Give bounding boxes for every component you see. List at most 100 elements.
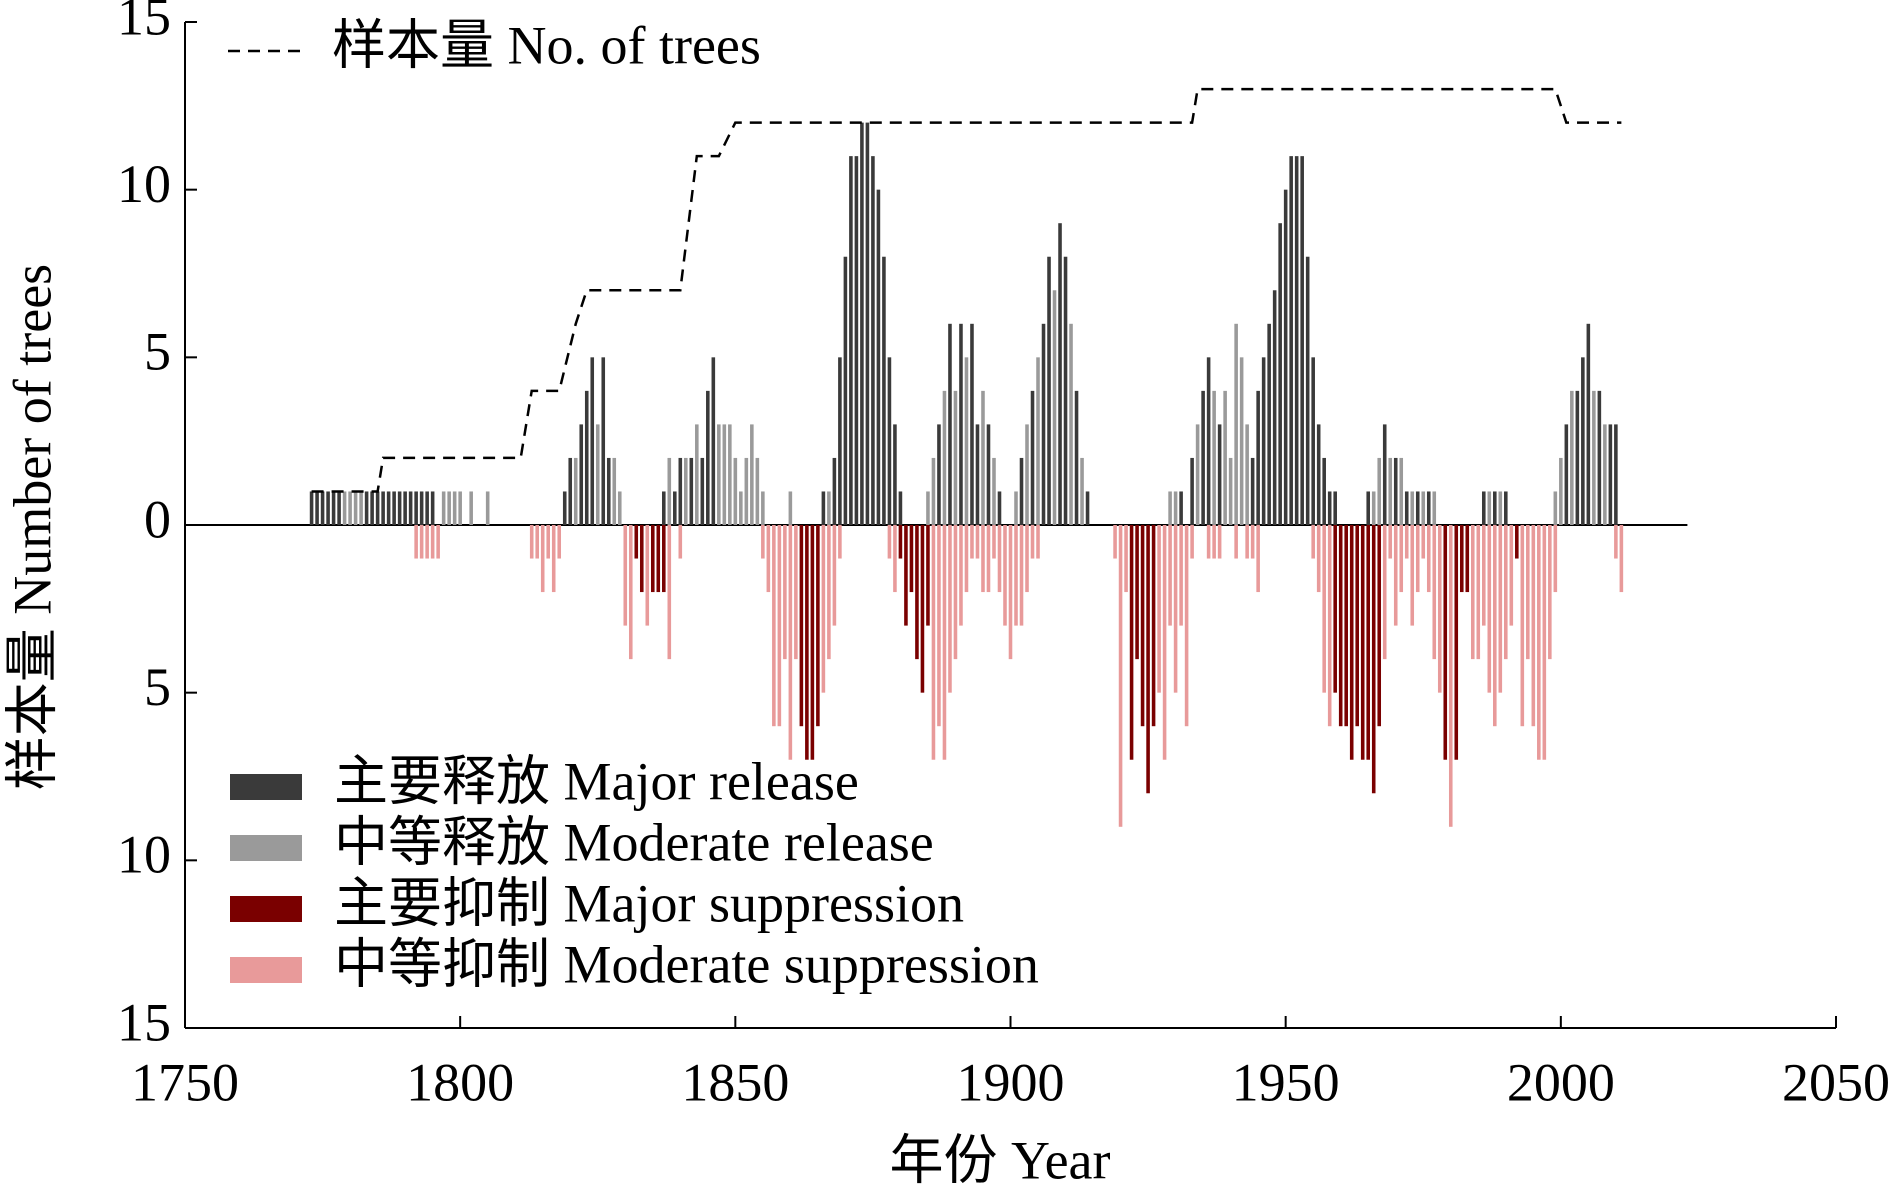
- bar: [887, 525, 892, 559]
- bar: [337, 491, 341, 525]
- bar: [986, 424, 991, 525]
- bar: [606, 457, 611, 525]
- bar: [1333, 491, 1337, 525]
- bar: [1179, 525, 1183, 626]
- bar: [1393, 457, 1398, 525]
- bar: [1493, 491, 1497, 525]
- bar: [920, 525, 925, 693]
- bar: [915, 525, 919, 660]
- bar: [1388, 457, 1393, 525]
- bar: [1371, 525, 1376, 794]
- bar: [1322, 525, 1326, 693]
- bar: [959, 525, 963, 626]
- bar: [854, 156, 859, 525]
- bar: [452, 491, 457, 525]
- bar: [331, 491, 336, 525]
- bar: [1228, 457, 1233, 525]
- bar: [942, 525, 947, 760]
- legend-label: 主要释放 Major release: [334, 751, 859, 811]
- bar: [650, 525, 655, 593]
- y-tick-label: 5: [144, 657, 171, 717]
- bar: [1074, 390, 1079, 525]
- bar: [827, 491, 831, 525]
- x-tick-label: 1800: [406, 1052, 514, 1112]
- bar: [942, 390, 947, 525]
- bar: [1063, 256, 1068, 525]
- bar: [1481, 525, 1486, 626]
- bar: [375, 491, 380, 525]
- bar: [1592, 390, 1596, 525]
- bar: [816, 525, 820, 727]
- bar: [1052, 290, 1057, 525]
- bar: [1305, 256, 1310, 525]
- bar: [579, 424, 584, 525]
- bar: [342, 491, 347, 525]
- bar: [392, 491, 396, 525]
- bar: [689, 457, 694, 525]
- bar: [1355, 525, 1359, 727]
- bar: [1267, 323, 1271, 525]
- bar: [1371, 491, 1376, 525]
- bar: [744, 457, 749, 525]
- bar: [810, 525, 815, 760]
- bar: [832, 525, 837, 626]
- legend-swatch: [230, 957, 302, 983]
- bar: [1157, 525, 1161, 693]
- bar: [992, 457, 996, 525]
- bar: [1614, 424, 1618, 525]
- bar: [975, 424, 980, 525]
- x-tick-label: 1900: [957, 1052, 1065, 1112]
- x-tick-label: 2000: [1507, 1052, 1615, 1112]
- bar: [662, 525, 666, 593]
- bar: [1465, 525, 1470, 593]
- bar: [1377, 525, 1382, 727]
- bar: [1113, 525, 1117, 559]
- bar: [733, 457, 738, 525]
- bar: [1190, 525, 1194, 559]
- bar: [673, 491, 677, 525]
- bar: [1014, 491, 1018, 525]
- bar: [1206, 357, 1211, 525]
- bar: [364, 491, 369, 525]
- bar: [1250, 525, 1255, 559]
- bar: [557, 525, 562, 559]
- bar: [904, 525, 908, 626]
- bar: [909, 525, 914, 593]
- bar: [1162, 525, 1167, 760]
- bar: [1498, 525, 1503, 693]
- bar: [1570, 390, 1574, 525]
- bar: [1151, 525, 1156, 727]
- bar: [386, 491, 391, 525]
- x-tick-label: 2050: [1782, 1052, 1890, 1112]
- bar: [1245, 424, 1249, 525]
- y-tick-label: 0: [144, 489, 171, 549]
- bar: [1548, 525, 1552, 660]
- bar: [1553, 525, 1558, 593]
- bar: [838, 525, 842, 559]
- bar: [1278, 223, 1282, 525]
- bar: [1234, 323, 1238, 525]
- sample-line: [311, 87, 1622, 493]
- bar: [970, 525, 974, 559]
- bar: [1432, 491, 1437, 525]
- bar: [1173, 525, 1178, 693]
- bar: [1448, 525, 1453, 827]
- bar: [1603, 424, 1607, 525]
- bar: [1239, 357, 1244, 525]
- bar: [1614, 525, 1618, 559]
- bar: [926, 525, 930, 626]
- bar: [722, 424, 727, 525]
- bar: [1586, 323, 1591, 525]
- bar: [628, 525, 633, 660]
- bar: [1003, 525, 1007, 626]
- bar: [898, 525, 903, 559]
- bar: [970, 323, 974, 525]
- bar: [359, 491, 363, 525]
- bar: [1184, 525, 1189, 727]
- bar: [1234, 525, 1238, 559]
- bar: [1597, 390, 1602, 525]
- bar: [1069, 323, 1073, 525]
- bar: [959, 323, 963, 525]
- y-axis-label: 样本量 Number of trees: [2, 264, 62, 790]
- bar: [1019, 525, 1024, 626]
